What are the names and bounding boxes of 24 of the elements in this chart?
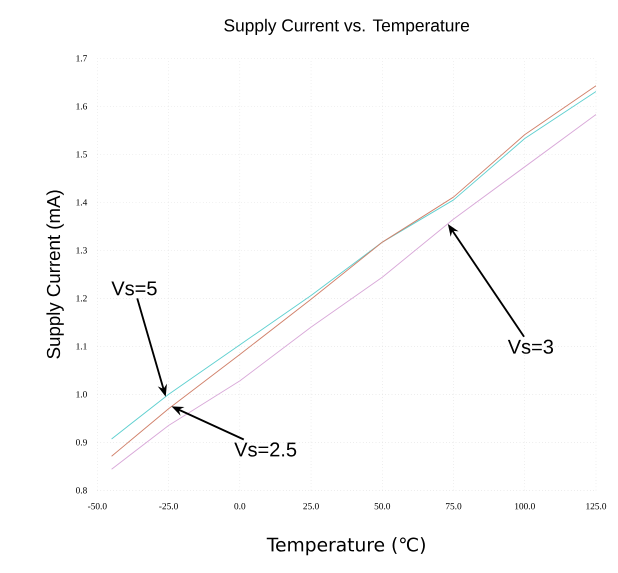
annotation: Vs=2.5	[234, 442, 296, 457]
y-tick-label: 1.2	[76, 295, 87, 302]
x-tick-label: 25.0	[303, 503, 319, 510]
chart-title: Supply Current vs. Temperature	[224, 18, 470, 35]
annotation: Vs=3	[508, 340, 554, 354]
x-axis-title: Temperature (℃)	[266, 537, 425, 556]
x-tick-label: 0.0	[234, 503, 246, 510]
y-tick-label: 1.5	[76, 151, 87, 158]
y-tick-label: 1.0	[76, 391, 87, 398]
y-axis-title: Supply Current (mA)	[46, 190, 64, 359]
y-tick-label: 1.6	[76, 103, 88, 110]
annotation: Vs=5	[111, 281, 157, 296]
x-tick-label: 50.0	[374, 503, 390, 510]
x-tick-label: 125.0	[586, 503, 606, 510]
x-tick-label: -50.0	[88, 503, 107, 510]
y-tick-label: 1.4	[76, 199, 88, 206]
x-tick-label: 75.0	[446, 503, 462, 510]
y-tick-label: 0.8	[76, 487, 87, 494]
y-tick-label: 1.1	[76, 343, 87, 350]
y-tick-label: 1.7	[76, 55, 88, 62]
y-tick-label: 0.9	[76, 439, 87, 446]
x-tick-label: -25.0	[159, 503, 178, 510]
x-tick-label: 100.0	[515, 503, 535, 510]
y-tick-label: 1.3	[76, 247, 87, 254]
